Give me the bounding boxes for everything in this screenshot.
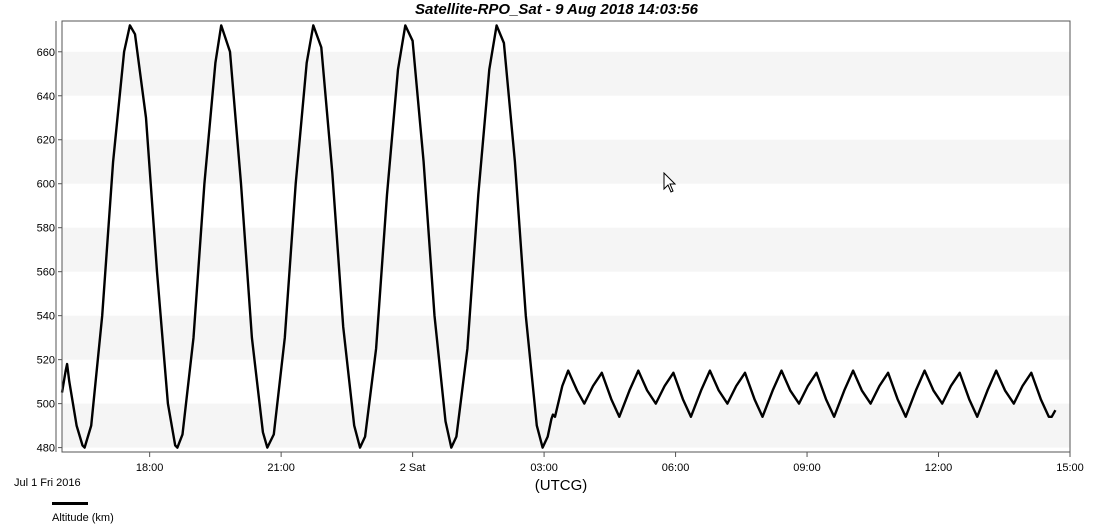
- altitude-series-line: [60, 24, 1057, 449]
- grid-band: [62, 403, 1070, 448]
- y-tick-label: 580: [37, 223, 55, 235]
- grid-band: [62, 227, 1070, 272]
- y-tick-label: 620: [37, 135, 55, 147]
- y-tick-label: 640: [37, 91, 55, 103]
- y-tick-label: 500: [37, 399, 55, 411]
- y-tick-label: 480: [37, 443, 55, 455]
- y-axis: 480 500 520 540 560 580 600 620 640 660: [37, 21, 62, 455]
- x-axis: 18:00 21:00 2 Sat 03:00 06:00 09:00 12:00 15:00: [136, 452, 1084, 474]
- x-tick-label: 03:00: [530, 462, 558, 474]
- grid-band: [62, 315, 1070, 360]
- date-label: Jul 1 Fri 2016: [14, 477, 81, 489]
- legend-swatch: [52, 502, 88, 505]
- grid-band: [62, 139, 1070, 184]
- mouse-pointer-icon: [663, 172, 677, 193]
- x-tick-label: 18:00: [136, 462, 164, 474]
- chart-title: Satellite-RPO_Sat - 9 Aug 2018 14:03:56: [415, 1, 698, 18]
- y-tick-label: 540: [37, 311, 55, 323]
- y-tick-label: 520: [37, 355, 55, 367]
- x-tick-label: 2 Sat: [400, 462, 426, 474]
- legend-label: Altitude (km): [52, 512, 114, 524]
- x-tick-label: 09:00: [793, 462, 821, 474]
- x-axis-label: (UTCG): [534, 477, 588, 494]
- grid-bands: [62, 51, 1070, 448]
- x-tick-label: 12:00: [925, 462, 953, 474]
- plot-frame: [61, 20, 1071, 453]
- x-tick-label: 21:00: [267, 462, 295, 474]
- x-tick-label: 15:00: [1056, 462, 1084, 474]
- y-tick-label: 600: [37, 179, 55, 191]
- x-tick-label: 06:00: [662, 462, 690, 474]
- y-tick-label: 560: [37, 267, 55, 279]
- y-tick-label: 660: [37, 47, 55, 59]
